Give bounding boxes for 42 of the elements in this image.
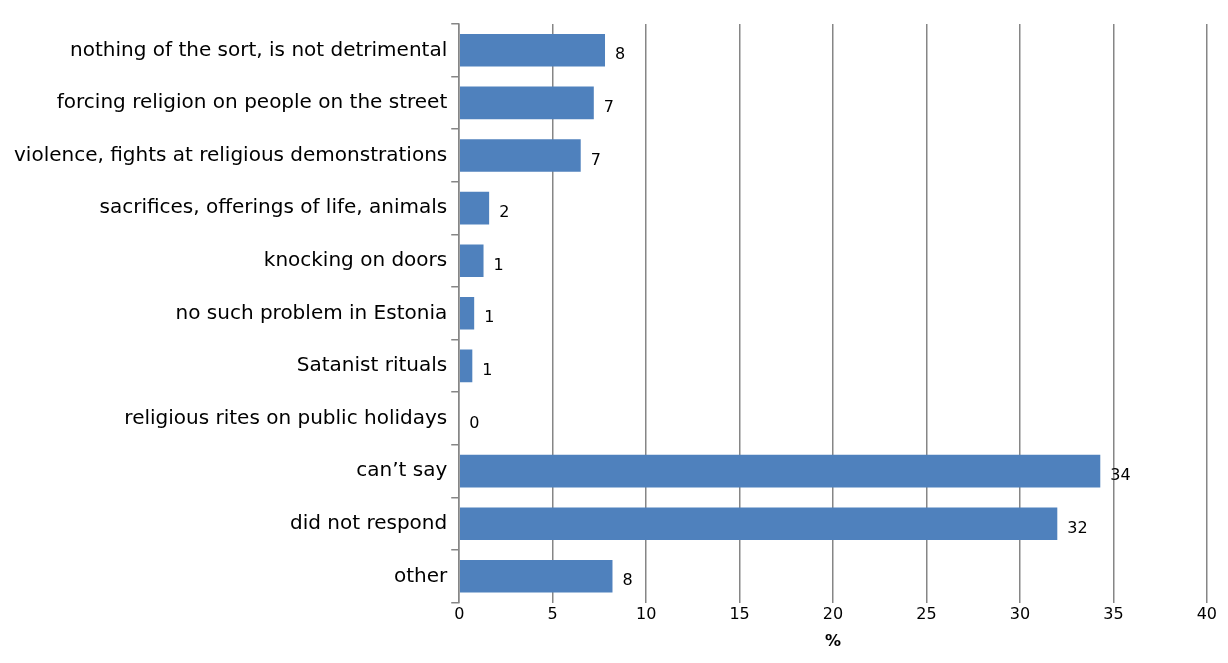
x-tick-label: 0 [454, 604, 465, 624]
y-tick-label: did not respond [290, 509, 448, 534]
bar [459, 139, 581, 172]
y-tick-label: other [393, 562, 449, 587]
bar [459, 349, 473, 383]
bar [459, 191, 490, 225]
x-tick-label: 40 [1196, 604, 1217, 624]
y-tick-label: sacrifices, offerings of life, animals [99, 194, 448, 219]
x-tick-label: 35 [1103, 604, 1124, 624]
bar [459, 559, 613, 593]
y-tick-label: can’t say [356, 457, 448, 482]
x-tick-label: 15 [729, 604, 750, 624]
bar [459, 244, 484, 278]
data-label: 1 [493, 254, 504, 274]
data-label: 1 [484, 307, 495, 327]
data-label: 1 [482, 360, 493, 380]
x-tick-label: 5 [547, 604, 558, 624]
y-tick-label: no such problem in Estonia [175, 299, 448, 324]
y-tick-label: nothing of the sort, is not detrimental [70, 36, 448, 61]
data-label: 32 [1067, 517, 1088, 537]
y-tick-label: religious rites on public holidays [124, 404, 448, 429]
y-tick-label: Satanist rituals [296, 352, 448, 377]
x-tick-label: 10 [635, 604, 657, 624]
data-label: 8 [615, 44, 626, 64]
bar [459, 507, 1058, 541]
data-label: 8 [622, 570, 633, 590]
data-label: 2 [499, 202, 510, 222]
bar [459, 33, 606, 67]
x-tick-label: 20 [822, 604, 844, 624]
y-tick-label: violence, fights at religious demonstrations [14, 141, 448, 166]
bar [459, 454, 1101, 488]
data-label: 7 [603, 97, 614, 117]
data-label: 0 [469, 412, 480, 432]
y-tick-label: forcing religion on people on the street [56, 89, 448, 114]
data-label: 7 [590, 149, 601, 169]
x-tick-label: 30 [1009, 604, 1031, 624]
bar [459, 86, 594, 120]
bar [459, 296, 475, 330]
x-axis-title: % [825, 630, 842, 650]
y-tick-label: knocking on doors [263, 246, 448, 271]
x-tick-label: 25 [916, 604, 937, 624]
data-label: 34 [1110, 465, 1131, 485]
